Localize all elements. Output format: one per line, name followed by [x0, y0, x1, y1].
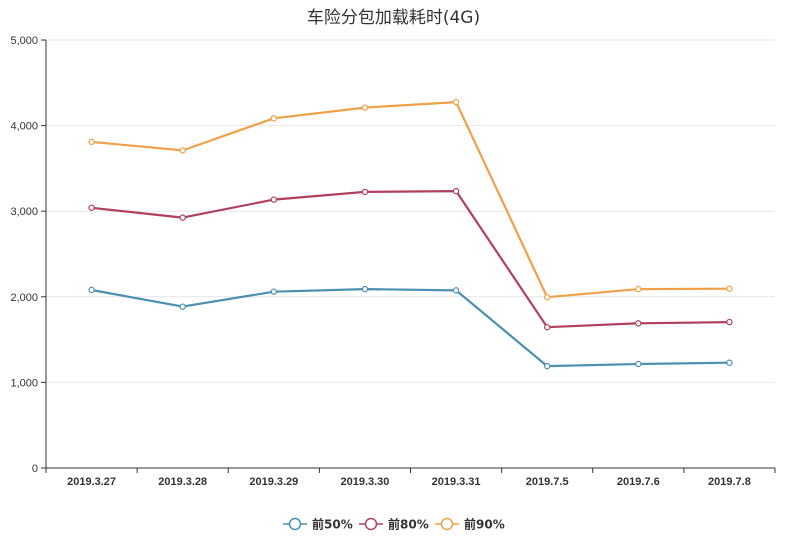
x-tick-label: 2019.3.31 [432, 476, 481, 488]
data-point [452, 187, 460, 195]
data-point [361, 188, 369, 196]
data-point [543, 362, 551, 370]
legend-item[interactable]: 前80% [359, 517, 429, 532]
x-tick-label: 2019.3.29 [249, 476, 298, 488]
x-tick-label: 2019.7.8 [708, 476, 751, 488]
series-1 [88, 187, 733, 331]
legend-item[interactable]: 前50% [283, 517, 353, 532]
y-tick-label: 0 [32, 463, 38, 475]
data-point [270, 288, 278, 295]
x-tick-label: 2019.7.6 [617, 476, 660, 488]
data-point [179, 147, 186, 154]
legend-marker [440, 517, 454, 531]
series-line [91, 100, 730, 299]
data-point [88, 204, 95, 211]
y-axis-ticks: 0 1,000 2,000 3,000 4,000 5,000 [10, 35, 46, 475]
data-point [635, 285, 642, 293]
data-point [543, 323, 551, 331]
data-point [270, 115, 278, 122]
x-tick-label: 2019.3.27 [67, 476, 116, 488]
chart-title: 车险分包加载耗时(4G) [306, 8, 481, 28]
legend-label: 前80% [388, 517, 429, 532]
series-0 [88, 285, 733, 370]
data-point [726, 318, 733, 326]
data-point [361, 285, 369, 293]
legend-label: 前50% [312, 517, 353, 532]
data-point [179, 214, 186, 221]
legend: 前50% 前80% 前90% [283, 517, 505, 532]
y-tick-label: 5,000 [10, 35, 38, 47]
y-tick-label: 2,000 [10, 292, 38, 304]
x-axis-ticks: 2019.3.27 2019.3.28 2019.3.29 2019.3.30 2019… [45, 468, 776, 488]
x-tick-label: 2019.3.28 [158, 476, 207, 488]
data-point [543, 294, 551, 301]
legend-label: 前90% [464, 517, 505, 532]
legend-item[interactable]: 前90% [435, 517, 505, 532]
data-point [726, 359, 733, 366]
gridlines [46, 39, 775, 383]
data-point [361, 104, 369, 111]
x-tick-label: 2019.7.5 [526, 476, 569, 488]
legend-marker [364, 517, 378, 531]
y-tick-label: 1,000 [10, 377, 38, 389]
series-line [91, 288, 730, 368]
series-line [91, 190, 730, 329]
data-point [635, 360, 642, 368]
data-point [452, 98, 460, 106]
y-tick-label: 3,000 [10, 206, 38, 218]
data-point [635, 320, 642, 327]
y-tick-label: 4,000 [10, 121, 38, 133]
data-point [88, 286, 95, 294]
series-2 [88, 98, 733, 301]
data-point [452, 287, 460, 294]
data-point [88, 138, 95, 146]
data-point [726, 285, 733, 292]
series-group [88, 98, 733, 370]
legend-marker [288, 517, 302, 531]
data-point [270, 196, 278, 203]
data-point [179, 303, 186, 310]
x-tick-label: 2019.3.30 [340, 476, 389, 488]
